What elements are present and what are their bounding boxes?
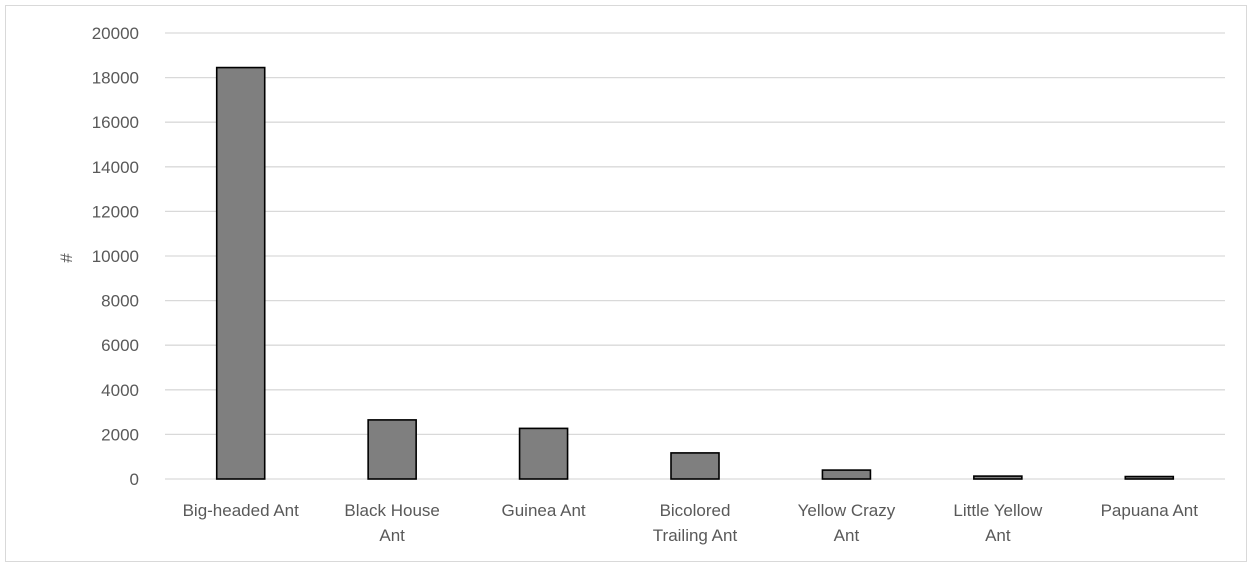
bar	[821, 469, 872, 480]
x-tick-label-line: Guinea Ant	[502, 501, 586, 520]
y-tick-label: 10000	[92, 247, 139, 266]
bar	[1124, 475, 1175, 480]
x-tick-label: Bicolored Trailing Ant	[653, 501, 738, 545]
y-tick-label: 2000	[101, 425, 139, 444]
x-tick-label-line: Ant	[985, 526, 1011, 545]
y-tick-label: 18000	[92, 69, 139, 88]
y-tick-label: 14000	[92, 158, 139, 177]
y-tick-label: 6000	[101, 336, 139, 355]
x-tick-label-line: Trailing Ant	[653, 526, 738, 545]
x-tick-label-line: Black House	[344, 501, 439, 520]
bars	[215, 66, 1175, 480]
x-axis-ticks: Big-headed Ant Black House Ant Guinea Ant Bi…	[183, 501, 1199, 545]
x-tick-label-line: Yellow Crazy	[798, 501, 896, 520]
y-tick-label: 4000	[101, 381, 139, 400]
y-tick-label: 12000	[92, 202, 139, 221]
x-tick-label: Papuana Ant	[1101, 501, 1199, 520]
x-tick-label: Little Yellow Ant	[953, 501, 1043, 545]
x-tick-label-line: Big-headed Ant	[183, 501, 300, 520]
x-tick-label: Big-headed Ant	[183, 501, 300, 520]
x-tick-label: Guinea Ant	[502, 501, 586, 520]
x-tick-label-line: Ant	[379, 526, 405, 545]
y-tick-label: 8000	[101, 292, 139, 311]
gridlines	[165, 32, 1225, 480]
bar	[367, 419, 417, 480]
bar	[518, 427, 569, 480]
x-tick-label-line: Ant	[834, 526, 860, 545]
x-tick-label-line: Papuana Ant	[1101, 501, 1199, 520]
y-tick-label: 0	[130, 470, 139, 489]
y-tick-label: 20000	[92, 24, 139, 43]
x-tick-label: Black House Ant	[344, 501, 439, 545]
bar	[215, 66, 266, 480]
x-tick-label-line: Bicolored	[660, 501, 731, 520]
bar	[973, 475, 1023, 480]
chart-frame	[5, 5, 1247, 562]
x-tick-label: Yellow Crazy Ant	[798, 501, 896, 545]
bar	[670, 452, 720, 480]
x-tick-label-line: Little Yellow	[953, 501, 1043, 520]
y-axis-label: #	[57, 253, 76, 263]
y-axis-ticks: 0 2000 4000 6000 8000 10000 12000 14000 16000 180…	[92, 24, 139, 489]
y-tick-label: 16000	[92, 113, 139, 132]
